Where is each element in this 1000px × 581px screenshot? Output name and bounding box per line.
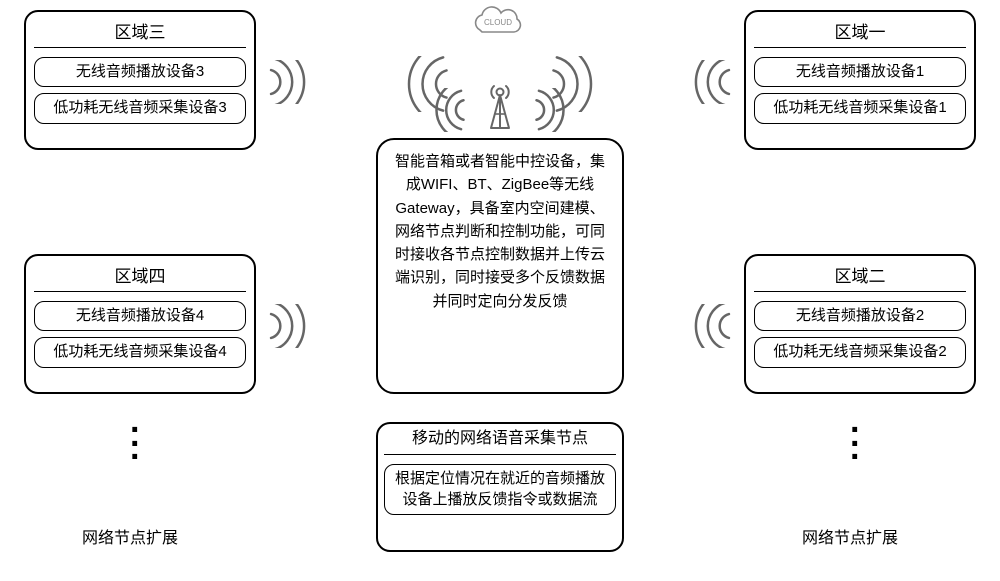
zone-2: 区域二 无线音频播放设备2 低功耗无线音频采集设备2 — [744, 254, 976, 394]
divider — [384, 454, 616, 455]
antenna-icon — [480, 80, 520, 134]
zone-1: 区域一 无线音频播放设备1 低功耗无线音频采集设备1 — [744, 10, 976, 150]
ellipsis-vertical-icon: ··· — [850, 424, 861, 465]
zone-4-title: 区域四 — [115, 262, 166, 287]
wifi-signal-icon — [434, 88, 470, 136]
central-hub: 智能音箱或者智能中控设备，集成WIFI、BT、ZigBee等无线Gateway，… — [376, 138, 624, 394]
zone-1-title: 区域一 — [835, 18, 886, 43]
zone-2-title: 区域二 — [835, 262, 886, 287]
zone-4-play-device: 无线音频播放设备4 — [34, 301, 246, 331]
wifi-signal-icon — [692, 60, 736, 108]
zone-3-capture-device: 低功耗无线音频采集设备3 — [34, 93, 246, 123]
mobile-node-desc: 根据定位情况在就近的音频播放设备上播放反馈指令或数据流 — [384, 464, 616, 515]
zone-4-capture-device: 低功耗无线音频采集设备4 — [34, 337, 246, 367]
wifi-signal-icon — [692, 304, 736, 352]
central-hub-text: 智能音箱或者智能中控设备，集成WIFI、BT、ZigBee等无线Gateway，… — [395, 153, 605, 310]
divider — [754, 47, 966, 48]
zone-3: 区域三 无线音频播放设备3 低功耗无线音频采集设备3 — [24, 10, 256, 150]
svg-text:CLOUD: CLOUD — [484, 18, 512, 27]
divider — [754, 291, 966, 292]
cloud-icon: CLOUD — [468, 4, 528, 44]
divider — [34, 47, 246, 48]
mobile-node-title: 移动的网络语音采集节点 — [412, 428, 588, 450]
wifi-signal-icon — [264, 60, 308, 108]
zone-1-capture-device: 低功耗无线音频采集设备1 — [754, 93, 966, 123]
zone-3-title: 区域三 — [115, 18, 166, 43]
zone-2-capture-device: 低功耗无线音频采集设备2 — [754, 337, 966, 367]
ellipsis-vertical-icon: ··· — [130, 424, 141, 465]
divider — [34, 291, 246, 292]
zone-3-play-device: 无线音频播放设备3 — [34, 57, 246, 87]
wifi-signal-icon — [530, 88, 566, 136]
zone-2-play-device: 无线音频播放设备2 — [754, 301, 966, 331]
wifi-signal-icon — [264, 304, 308, 352]
zone-4: 区域四 无线音频播放设备4 低功耗无线音频采集设备4 — [24, 254, 256, 394]
zone-1-play-device: 无线音频播放设备1 — [754, 57, 966, 87]
network-extension-left: 网络节点扩展 — [82, 524, 178, 548]
network-extension-right: 网络节点扩展 — [802, 524, 898, 548]
mobile-voice-node: 移动的网络语音采集节点 根据定位情况在就近的音频播放设备上播放反馈指令或数据流 — [376, 422, 624, 552]
